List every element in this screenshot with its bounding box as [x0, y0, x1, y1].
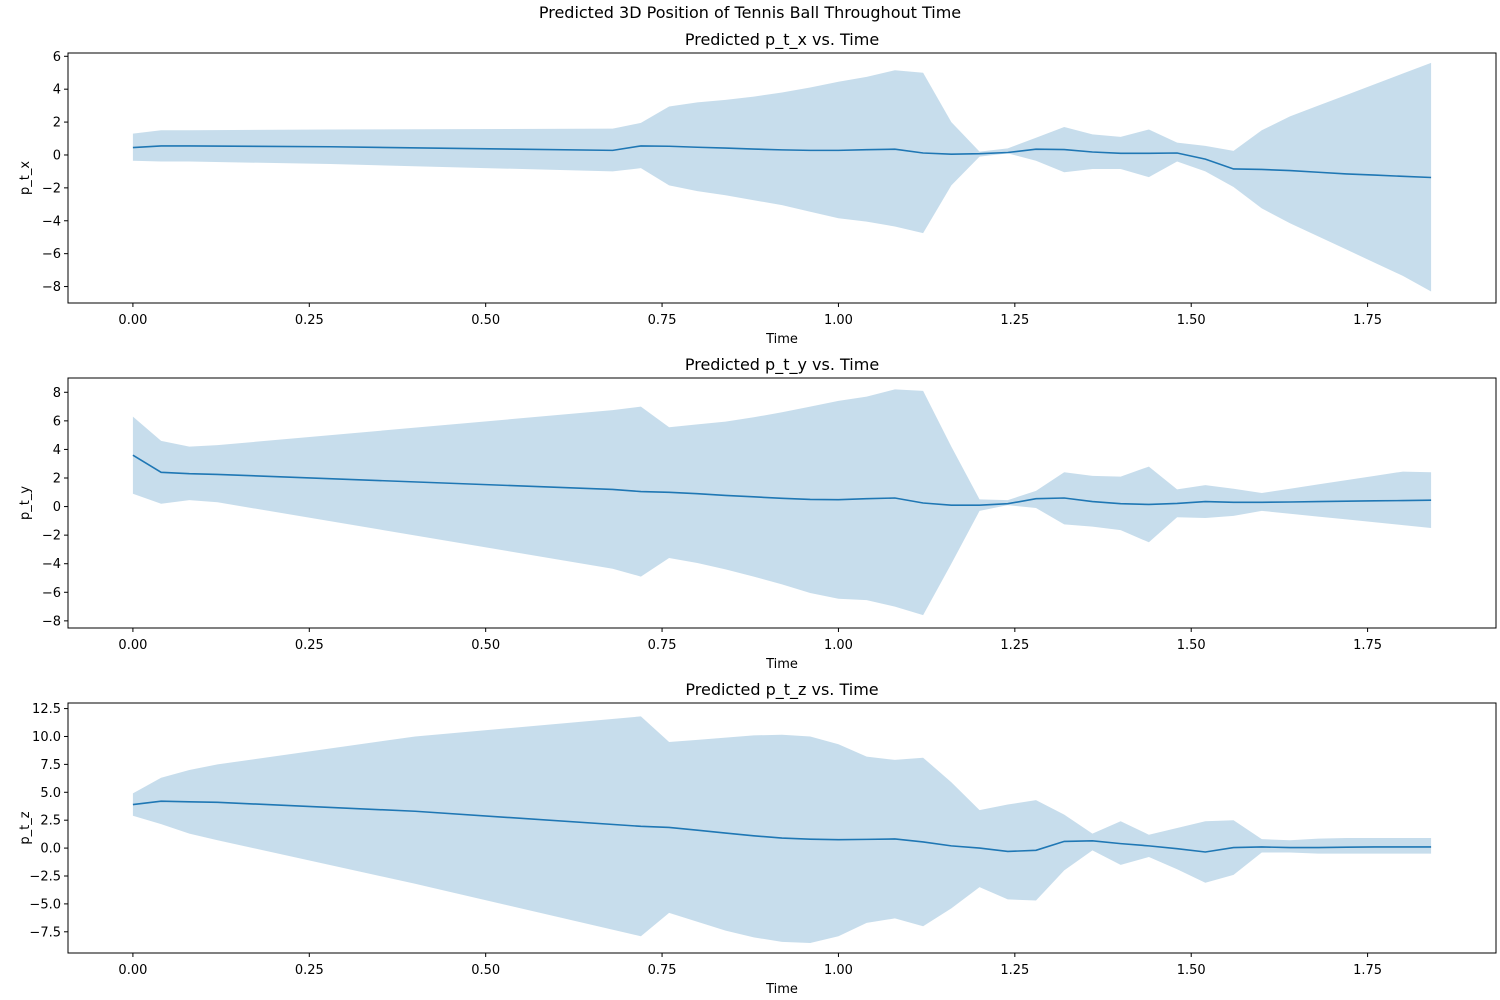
subplot-p-t-x: 0.00 0.25 0.50 0.75 1.00 1.25 1.50 1.75 −8 −6 −4 −2…	[18, 30, 1497, 347]
y-tick-label-p-t-z: 12.5	[32, 702, 61, 717]
x-tick-label-p-t-y: 0.75	[648, 638, 677, 653]
y-tick-label-p-t-x: 6	[53, 50, 61, 65]
y-tick-label-p-t-y: 0	[53, 500, 61, 515]
x-tick-label-p-t-z: 1.25	[1000, 963, 1029, 978]
series-line-p-t-y	[132, 454, 1432, 506]
x-tick-label-p-t-y: 0.50	[471, 638, 500, 653]
axes-title-p-t-z: Predicted p_t_z vs. Time	[685, 680, 878, 700]
y-tick-label-p-t-y: 8	[53, 386, 61, 401]
x-tick-label-p-t-x: 1.25	[1000, 313, 1029, 328]
y-tick-label-p-t-y: 6	[53, 414, 61, 429]
x-tick-label-p-t-x: 1.00	[824, 313, 853, 328]
axes-title-p-t-y: Predicted p_t_y vs. Time	[685, 355, 879, 375]
x-axis-label-p-t-z: Time	[765, 982, 798, 997]
y-tick-label-p-t-y: −8	[42, 614, 61, 629]
y-axis-label-p-t-y: p_t_y	[18, 486, 33, 520]
y-axis-label-p-t-x: p_t_x	[18, 161, 33, 195]
y-tick-label-p-t-x: −6	[42, 247, 61, 262]
x-tick-label-p-t-y: 0.00	[118, 638, 147, 653]
y-tick-label-p-t-x: −2	[42, 181, 61, 196]
axes-frame-p-t-z	[67, 702, 1497, 954]
x-tick-label-p-t-y: 1.75	[1353, 638, 1382, 653]
y-tick-label-p-t-x: −8	[42, 280, 61, 295]
figure-suptitle: Predicted 3D Position of Tennis Ball Thr…	[539, 3, 961, 22]
y-tick-label-p-t-z: 0.0	[40, 842, 61, 857]
axes-title-p-t-x: Predicted p_t_x vs. Time	[685, 30, 879, 50]
x-tick-label-p-t-z: 1.75	[1353, 963, 1382, 978]
y-tick-label-p-t-z: 7.5	[40, 758, 61, 773]
y-tick-label-p-t-z: 10.0	[32, 730, 61, 745]
x-tick-label-p-t-y: 1.25	[1000, 638, 1029, 653]
subplot-p-t-y: 0.00 0.25 0.50 0.75 1.00 1.25 1.50 1.75 −8 −6 −4 −2…	[18, 355, 1497, 672]
x-tick-label-p-t-z: 0.25	[295, 963, 324, 978]
y-tick-label-p-t-z: −5.0	[29, 897, 61, 912]
y-tick-label-p-t-x: 4	[53, 83, 61, 98]
series-line-p-t-z	[132, 800, 1432, 853]
x-tick-label-p-t-y: 0.25	[295, 638, 324, 653]
y-tick-label-p-t-z: 5.0	[40, 786, 61, 801]
y-tick-label-p-t-y: 2	[53, 472, 61, 487]
y-tick-label-p-t-z: 2.5	[40, 814, 61, 829]
y-tick-label-p-t-y: −6	[42, 586, 61, 601]
axes-frame-p-t-y	[67, 377, 1497, 629]
x-tick-label-p-t-y: 1.50	[1177, 638, 1206, 653]
x-tick-label-p-t-x: 0.25	[295, 313, 324, 328]
y-tick-label-p-t-x: 0	[53, 148, 61, 163]
y-tick-label-p-t-y: 4	[53, 443, 61, 458]
y-axis-label-p-t-z: p_t_z	[18, 811, 33, 844]
y-tick-label-p-t-y: −2	[42, 529, 61, 544]
y-tick-label-p-t-y: −4	[42, 557, 61, 572]
x-tick-label-p-t-x: 0.75	[648, 313, 677, 328]
y-tick-label-p-t-z: −2.5	[29, 869, 61, 884]
x-tick-label-p-t-z: 0.50	[471, 963, 500, 978]
x-tick-label-p-t-x: 1.50	[1177, 313, 1206, 328]
x-tick-label-p-t-x: 0.50	[471, 313, 500, 328]
x-tick-label-p-t-x: 0.00	[118, 313, 147, 328]
subplot-p-t-z: 0.00 0.25 0.50 0.75 1.00 1.25 1.50 1.75 −7.5 −5.0…	[18, 680, 1497, 997]
x-axis-label-p-t-x: Time	[765, 332, 798, 347]
x-tick-label-p-t-z: 0.75	[648, 963, 677, 978]
x-tick-label-p-t-y: 1.00	[824, 638, 853, 653]
y-tick-label-p-t-x: 2	[53, 116, 61, 131]
x-tick-label-p-t-z: 1.00	[824, 963, 853, 978]
x-tick-label-p-t-z: 1.50	[1177, 963, 1206, 978]
x-tick-label-p-t-z: 0.00	[118, 963, 147, 978]
confidence-band-p-t-y	[132, 389, 1432, 616]
confidence-band-p-t-x	[132, 62, 1432, 292]
confidence-band-p-t-z	[132, 716, 1432, 943]
y-tick-label-p-t-x: −4	[42, 214, 61, 229]
series-line-p-t-x	[132, 145, 1432, 179]
x-axis-label-p-t-y: Time	[765, 657, 798, 672]
x-tick-label-p-t-x: 1.75	[1353, 313, 1382, 328]
axes-frame-p-t-x	[67, 52, 1497, 304]
y-tick-label-p-t-z: −7.5	[29, 925, 61, 940]
